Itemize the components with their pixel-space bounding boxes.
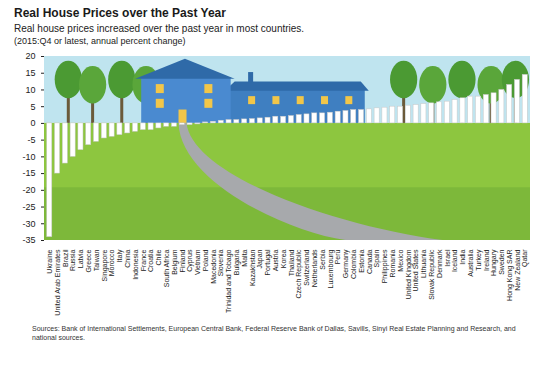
svg-text:Israel: Israel [444, 249, 451, 267]
svg-text:Korea: Korea [280, 249, 287, 268]
svg-text:Russia: Russia [69, 249, 76, 271]
svg-text:-5: -5 [27, 135, 35, 145]
svg-text:-15: -15 [22, 168, 35, 178]
svg-text:New Zealand: New Zealand [514, 249, 521, 290]
svg-text:Lithuania: Lithuania [420, 249, 427, 278]
svg-text:Hong Kong SAR: Hong Kong SAR [506, 250, 514, 301]
svg-text:Iceland: Iceland [451, 249, 458, 272]
svg-text:5: 5 [30, 102, 35, 112]
svg-text:Philippines: Philippines [381, 249, 389, 283]
svg-text:Singapore: Singapore [101, 249, 109, 281]
svg-text:Turkey: Turkey [475, 249, 483, 271]
svg-text:Austria: Austria [272, 249, 279, 271]
svg-text:Netherlands: Netherlands [311, 249, 318, 287]
svg-text:Ireland: Ireland [483, 249, 490, 271]
svg-text:China: China [124, 249, 131, 267]
svg-text:0: 0 [30, 118, 35, 128]
svg-text:Indonesia: Indonesia [132, 249, 139, 279]
svg-text:Spain: Spain [373, 249, 381, 267]
svg-text:-30: -30 [22, 219, 35, 229]
svg-text:Latvia: Latvia [77, 249, 84, 268]
html-text:(2015:Q4 or latest, annual per: (2015:Q4 or latest, annual percent chang… [14, 36, 186, 46]
svg-text:10: 10 [25, 85, 35, 95]
svg-text:United Arab Emirates: United Arab Emirates [54, 249, 61, 316]
svg-text:South Africa: South Africa [163, 249, 170, 287]
svg-text:Trinidad and Tobago: Trinidad and Tobago [225, 249, 233, 313]
svg-text:Japan: Japan [256, 249, 264, 268]
svg-text:Mexico: Mexico [397, 249, 404, 271]
html-text:Real House Prices over the Pas: Real House Prices over the Past Year [14, 6, 226, 20]
svg-text:Kazakhstan: Kazakhstan [249, 249, 256, 286]
svg-text:Peru: Peru [334, 249, 341, 264]
html-text:Sources: Bank of International: Sources: Bank of International Settlemen… [32, 325, 516, 341]
svg-text:Germany: Germany [342, 249, 350, 278]
svg-text:Croatia: Croatia [147, 249, 154, 272]
svg-text:Slovak Republic: Slovak Republic [428, 249, 436, 300]
svg-text:Slovenia: Slovenia [217, 249, 224, 276]
svg-text:Vietnam: Vietnam [194, 249, 201, 275]
svg-text:-25: -25 [22, 202, 35, 212]
svg-text:Ukraine: Ukraine [46, 249, 53, 273]
svg-text:United States: United States [412, 249, 419, 292]
svg-text:Sweden: Sweden [498, 249, 505, 274]
svg-text:Estonia: Estonia [358, 249, 365, 272]
svg-text:Macedonia: Macedonia [210, 249, 217, 283]
svg-text:United Kingdom: United Kingdom [405, 249, 413, 299]
svg-text:Qatar: Qatar [521, 249, 529, 267]
svg-text:Switzerland: Switzerland [303, 249, 310, 285]
svg-text:Thailand: Thailand [288, 249, 295, 276]
svg-text:Colombia: Colombia [350, 249, 357, 279]
html-text:Real house prices increased ov: Real house prices increased over the pas… [14, 23, 305, 34]
svg-text:Australia: Australia [467, 249, 474, 276]
svg-text:Morocco: Morocco [108, 249, 115, 276]
svg-text:Serbia: Serbia [319, 249, 326, 269]
svg-text:Taiwan: Taiwan [93, 249, 100, 271]
svg-text:20: 20 [25, 51, 35, 61]
svg-text:Canada: Canada [366, 249, 373, 274]
svg-text:Portugal: Portugal [264, 249, 272, 276]
svg-text:France: France [140, 249, 147, 271]
svg-text:Poland: Poland [202, 249, 209, 271]
svg-text:Belgium: Belgium [171, 249, 179, 274]
svg-text:Malta: Malta [241, 249, 248, 266]
svg-text:-10: -10 [22, 152, 35, 162]
svg-text:15: 15 [25, 68, 35, 78]
svg-text:Brazil: Brazil [62, 249, 69, 267]
svg-text:Greece: Greece [85, 249, 92, 272]
svg-text:Romania: Romania [389, 249, 396, 277]
svg-text:Cyprus: Cyprus [186, 249, 194, 272]
svg-text:India: India [459, 249, 466, 264]
svg-text:-20: -20 [22, 185, 35, 195]
svg-text:Denmark: Denmark [436, 249, 443, 278]
svg-text:-35: -35 [22, 235, 35, 245]
svg-text:Finland: Finland [179, 249, 186, 272]
svg-text:Hungary: Hungary [490, 249, 498, 276]
svg-text:Italy: Italy [116, 249, 124, 262]
svg-text:Czech Republic: Czech Republic [295, 249, 303, 299]
svg-text:Luxembourg: Luxembourg [327, 249, 335, 288]
svg-text:Chile: Chile [155, 249, 162, 265]
svg-text:Bulgaria: Bulgaria [233, 249, 241, 275]
